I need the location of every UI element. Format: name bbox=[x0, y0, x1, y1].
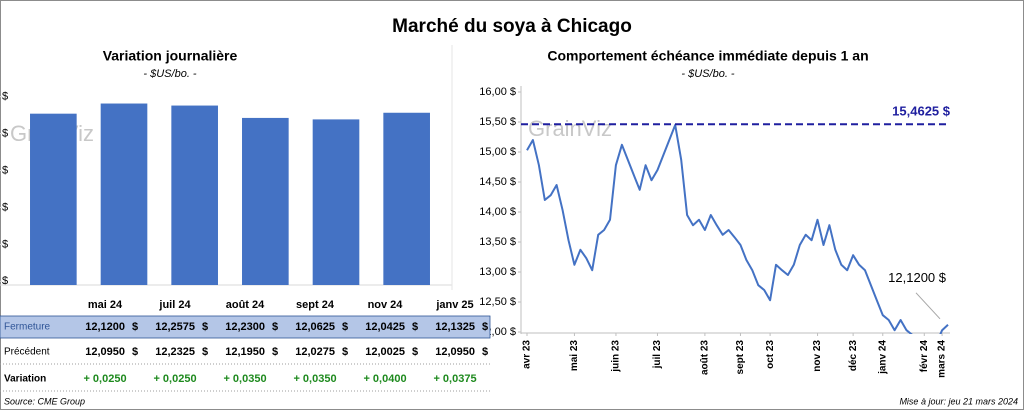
y-tick-label: 15,50 $ bbox=[479, 116, 516, 128]
x-tick-label: sept 23 bbox=[735, 340, 746, 375]
x-tick-label: mai 23 bbox=[569, 340, 580, 372]
column-header: nov 24 bbox=[368, 299, 404, 311]
bar bbox=[171, 105, 218, 285]
cell: 12,1950 bbox=[225, 346, 265, 358]
cell: + 0,0375 bbox=[433, 373, 476, 385]
cell-unit: $ bbox=[202, 346, 208, 358]
column-header: sept 24 bbox=[296, 299, 335, 311]
column-header: janv 25 bbox=[435, 299, 473, 311]
reference-label: 15,4625 $ bbox=[892, 104, 951, 119]
cell: 12,1200 bbox=[85, 321, 125, 333]
cell: + 0,0400 bbox=[363, 373, 406, 385]
column-header: mai 24 bbox=[88, 299, 123, 311]
price-line bbox=[526, 124, 949, 334]
chart-subtitle: - $US/bo. - bbox=[681, 68, 735, 80]
cell: 12,0950 bbox=[85, 346, 125, 358]
y-tick-label: 14,50 $ bbox=[479, 176, 516, 188]
source: Source: CME Group bbox=[4, 396, 85, 406]
cell-unit: $ bbox=[342, 346, 348, 358]
highlight-row bbox=[0, 315, 491, 339]
y-tick-label: $ bbox=[2, 91, 8, 103]
cell: 12,0425 bbox=[365, 321, 405, 333]
cell-unit: $ bbox=[342, 321, 348, 333]
x-tick-label: janv 24 bbox=[877, 340, 888, 375]
watermark: GrainViz bbox=[528, 116, 612, 141]
y-tick-label: 16,00 $ bbox=[479, 86, 516, 98]
cell: 12,2325 bbox=[155, 346, 195, 358]
cell: 12,0025 bbox=[365, 346, 405, 358]
bar bbox=[242, 117, 289, 285]
bar bbox=[312, 119, 360, 286]
cell-unit: $ bbox=[482, 346, 488, 358]
chart-title: Variation journalière bbox=[103, 48, 238, 64]
column-header: août 24 bbox=[226, 299, 265, 311]
x-tick-label: nov 23 bbox=[812, 340, 823, 372]
x-tick-label: mars 24 bbox=[937, 340, 948, 378]
cell-unit: $ bbox=[482, 321, 488, 333]
x-tick-label: oct 23 bbox=[765, 340, 776, 369]
plot-area bbox=[526, 124, 949, 334]
row-label: Fermeture bbox=[4, 322, 51, 333]
cell-unit: $ bbox=[272, 346, 278, 358]
y-tick-label: 13,00 $ bbox=[479, 266, 516, 278]
cell-unit: $ bbox=[132, 321, 138, 333]
x-tick-label: avr 23 bbox=[522, 340, 533, 369]
cell-unit: $ bbox=[132, 346, 138, 358]
x-tick-label: févr 24 bbox=[919, 340, 930, 373]
bar bbox=[100, 103, 148, 286]
updated: Mise à jour: jeu 21 mars 2024 bbox=[899, 396, 1018, 406]
x-tick-label: août 23 bbox=[700, 340, 711, 375]
cell-unit: $ bbox=[412, 346, 418, 358]
cell-unit: $ bbox=[412, 321, 418, 333]
y-tick-label: $ bbox=[2, 201, 8, 213]
x-tick-label: juil 23 bbox=[652, 340, 663, 370]
cell-unit: $ bbox=[272, 321, 278, 333]
x-tick-label: déc 23 bbox=[848, 340, 859, 372]
y-tick-label: $ bbox=[2, 275, 8, 287]
cell: + 0,0250 bbox=[83, 373, 126, 385]
cell: 12,2300 bbox=[225, 321, 265, 333]
y-tick-label: $ bbox=[2, 164, 8, 176]
chart-title: Comportement échéance immédiate depuis 1… bbox=[547, 48, 868, 64]
cell: 12,0950 bbox=[435, 346, 475, 358]
label-leader bbox=[915, 292, 941, 320]
y-tick-label: $ bbox=[2, 238, 8, 250]
cell: 12,0625 bbox=[295, 321, 335, 333]
bar bbox=[30, 113, 77, 285]
y-tick-label: $ bbox=[2, 128, 8, 140]
cell-unit: $ bbox=[202, 321, 208, 333]
cell: + 0,0350 bbox=[293, 373, 336, 385]
y-tick-label: 14,00 $ bbox=[479, 206, 516, 218]
x-tick-label: juin 23 bbox=[611, 340, 622, 373]
data-label: 12,1200 $ bbox=[888, 270, 947, 285]
chart-subtitle: - $US/bo. - bbox=[143, 68, 197, 80]
page-title: Marché du soya à Chicago bbox=[392, 16, 632, 37]
cell: 12,1325 bbox=[435, 321, 475, 333]
y-tick-label: 15,00 $ bbox=[479, 146, 516, 158]
bar bbox=[383, 112, 430, 285]
row-label: Variation bbox=[4, 374, 46, 385]
cell: 12,0275 bbox=[295, 346, 335, 358]
column-header: juil 24 bbox=[158, 299, 191, 311]
row-label: Précédent bbox=[4, 347, 50, 358]
y-tick-label: 12,50 $ bbox=[479, 296, 516, 308]
y-tick-label: 13,50 $ bbox=[479, 236, 516, 248]
cell: + 0,0350 bbox=[223, 373, 266, 385]
cell: + 0,0250 bbox=[153, 373, 196, 385]
cell: 12,2575 bbox=[155, 321, 195, 333]
